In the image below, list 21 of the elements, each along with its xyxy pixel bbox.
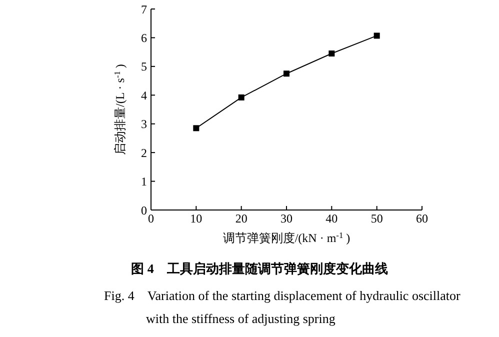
y-tick-label: 7: [141, 2, 147, 16]
x-axis-title: 调节弹簧刚度/(kN · m$^{-1}$): [222, 230, 350, 245]
x-tick-label: 60: [416, 212, 428, 226]
x-tick-label: 30: [280, 212, 292, 226]
x-tick-label: 10: [190, 212, 202, 226]
text: 图 4 工具启动排量随调节弹簧刚度变化曲线: [130, 260, 389, 278]
y-tick-label: 3: [141, 117, 147, 132]
point: [193, 125, 200, 132]
caption: Fig. 4 Variation of the starting displacement of hydraulic oscillator with the stiffness of adjusting spring: [104, 287, 462, 328]
y-tick-label: 4: [141, 88, 147, 102]
point: [328, 50, 335, 57]
point: [284, 70, 290, 77]
point: [374, 32, 380, 39]
x-tick-label: 20: [235, 212, 248, 226]
point: [238, 94, 244, 100]
y-tick-label: 6: [141, 30, 147, 45]
x-tick-label: 40: [326, 212, 338, 226]
y-tick-label: 1: [141, 174, 147, 189]
x-tick-label: 50: [370, 212, 383, 226]
y-tick-label: 2: [141, 146, 147, 160]
y-tick-label: 5: [141, 60, 147, 74]
